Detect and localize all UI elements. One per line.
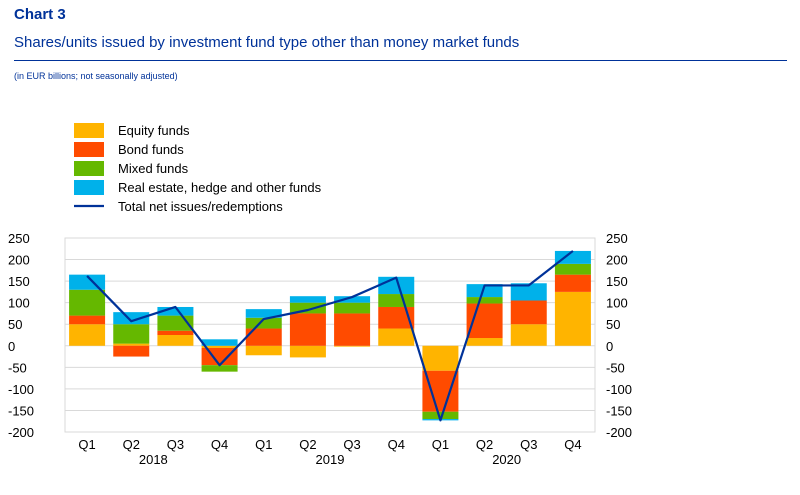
bar-segment bbox=[113, 345, 150, 357]
bar-segment bbox=[510, 283, 547, 301]
legend-swatch bbox=[74, 142, 104, 157]
x-tick-label: Q4 bbox=[388, 437, 405, 452]
chart-number: Chart 3 bbox=[14, 6, 66, 23]
bar-segment bbox=[554, 250, 591, 264]
bar-segment bbox=[201, 365, 238, 372]
bar-segment bbox=[289, 302, 326, 314]
bar-segment bbox=[245, 328, 282, 346]
y-tick-label-left: -200 bbox=[8, 425, 34, 440]
y-tick-label-left: 0 bbox=[8, 339, 15, 354]
x-tick-label: Q1 bbox=[78, 437, 95, 452]
year-label: 2020 bbox=[492, 452, 521, 467]
bar-segment bbox=[334, 313, 371, 346]
bar-segment bbox=[422, 345, 459, 371]
y-tick-label-left: 150 bbox=[8, 274, 30, 289]
y-tick-label-right: -150 bbox=[606, 403, 632, 418]
y-tick-label-right: 100 bbox=[606, 296, 628, 311]
year-label: 2018 bbox=[139, 452, 168, 467]
x-tick-label: Q3 bbox=[343, 437, 360, 452]
legend-label: Real estate, hedge and other funds bbox=[118, 180, 322, 195]
y-tick-label-right: -100 bbox=[606, 382, 632, 397]
chart-title: Shares/units issued by investment fund t… bbox=[14, 34, 520, 51]
bar-segment bbox=[69, 315, 106, 325]
bar-segment bbox=[422, 411, 459, 420]
y-tick-label-left: 50 bbox=[8, 317, 22, 332]
x-tick-label: Q2 bbox=[299, 437, 316, 452]
x-tick-label: Q1 bbox=[432, 437, 449, 452]
bar-segment bbox=[245, 317, 282, 329]
legend-swatch bbox=[74, 123, 104, 138]
bar-segment bbox=[69, 289, 106, 316]
y-tick-label-left: 250 bbox=[8, 231, 30, 246]
y-tick-label-right: 0 bbox=[606, 339, 613, 354]
bar-segment bbox=[201, 339, 238, 346]
legend-label: Bond funds bbox=[118, 142, 184, 157]
bar-segment bbox=[289, 313, 326, 346]
bar-segment bbox=[378, 306, 415, 329]
year-label: 2019 bbox=[316, 452, 345, 467]
bar-segment bbox=[554, 263, 591, 275]
bar-segment bbox=[466, 338, 503, 346]
legend-label: Total net issues/redemptions bbox=[118, 199, 283, 214]
bar-segment bbox=[554, 274, 591, 292]
x-tick-label: Q2 bbox=[476, 437, 493, 452]
bar-segment bbox=[334, 345, 371, 347]
total-line bbox=[86, 250, 574, 422]
bar-segment bbox=[113, 343, 150, 346]
legend-swatch bbox=[74, 180, 104, 195]
bar-segment bbox=[466, 284, 503, 298]
bar-segment bbox=[157, 335, 194, 346]
bar-segment bbox=[554, 291, 591, 346]
y-tick-label-left: -50 bbox=[8, 360, 27, 375]
y-tick-label-right: -200 bbox=[606, 425, 632, 440]
y-tick-label-right: 50 bbox=[606, 317, 620, 332]
bar-segment bbox=[510, 324, 547, 346]
bar-segment bbox=[334, 302, 371, 314]
bar-segment bbox=[510, 300, 547, 325]
bar-segment bbox=[422, 370, 459, 412]
title-divider bbox=[14, 60, 787, 61]
bar-segment bbox=[245, 345, 282, 356]
y-tick-label-right: 250 bbox=[606, 231, 628, 246]
legend-label: Mixed funds bbox=[118, 161, 189, 176]
x-tick-label: Q4 bbox=[211, 437, 228, 452]
x-tick-label: Q2 bbox=[123, 437, 140, 452]
bar-segment bbox=[113, 324, 150, 344]
chart-unit-note: (in EUR billions; not seasonally adjuste… bbox=[14, 71, 178, 81]
bar-segment bbox=[378, 328, 415, 346]
x-tick-label: Q1 bbox=[255, 437, 272, 452]
y-tick-label-left: 100 bbox=[8, 296, 30, 311]
bar-segment bbox=[289, 296, 326, 303]
bar-segment bbox=[289, 345, 326, 358]
y-tick-label-left: -150 bbox=[8, 403, 34, 418]
y-tick-label-right: 200 bbox=[606, 253, 628, 268]
y-tick-label-left: 200 bbox=[8, 253, 30, 268]
bar-segment bbox=[157, 330, 194, 335]
bar-segment bbox=[334, 296, 371, 303]
y-tick-label-left: -100 bbox=[8, 382, 34, 397]
y-tick-label-right: -50 bbox=[606, 360, 625, 375]
x-tick-label: Q3 bbox=[520, 437, 537, 452]
bar-segment bbox=[113, 312, 150, 325]
legend-label: Equity funds bbox=[118, 123, 190, 138]
bar-segment bbox=[245, 309, 282, 318]
y-tick-label-right: 150 bbox=[606, 274, 628, 289]
bar-segment bbox=[466, 297, 503, 304]
plot-frame bbox=[64, 237, 596, 433]
bar-segment bbox=[157, 306, 194, 316]
bar-segment bbox=[201, 345, 238, 348]
legend-swatch bbox=[74, 161, 104, 176]
x-tick-label: Q4 bbox=[564, 437, 581, 452]
x-tick-label: Q3 bbox=[167, 437, 184, 452]
bar-segment bbox=[69, 324, 106, 346]
bar-segment bbox=[378, 294, 415, 307]
